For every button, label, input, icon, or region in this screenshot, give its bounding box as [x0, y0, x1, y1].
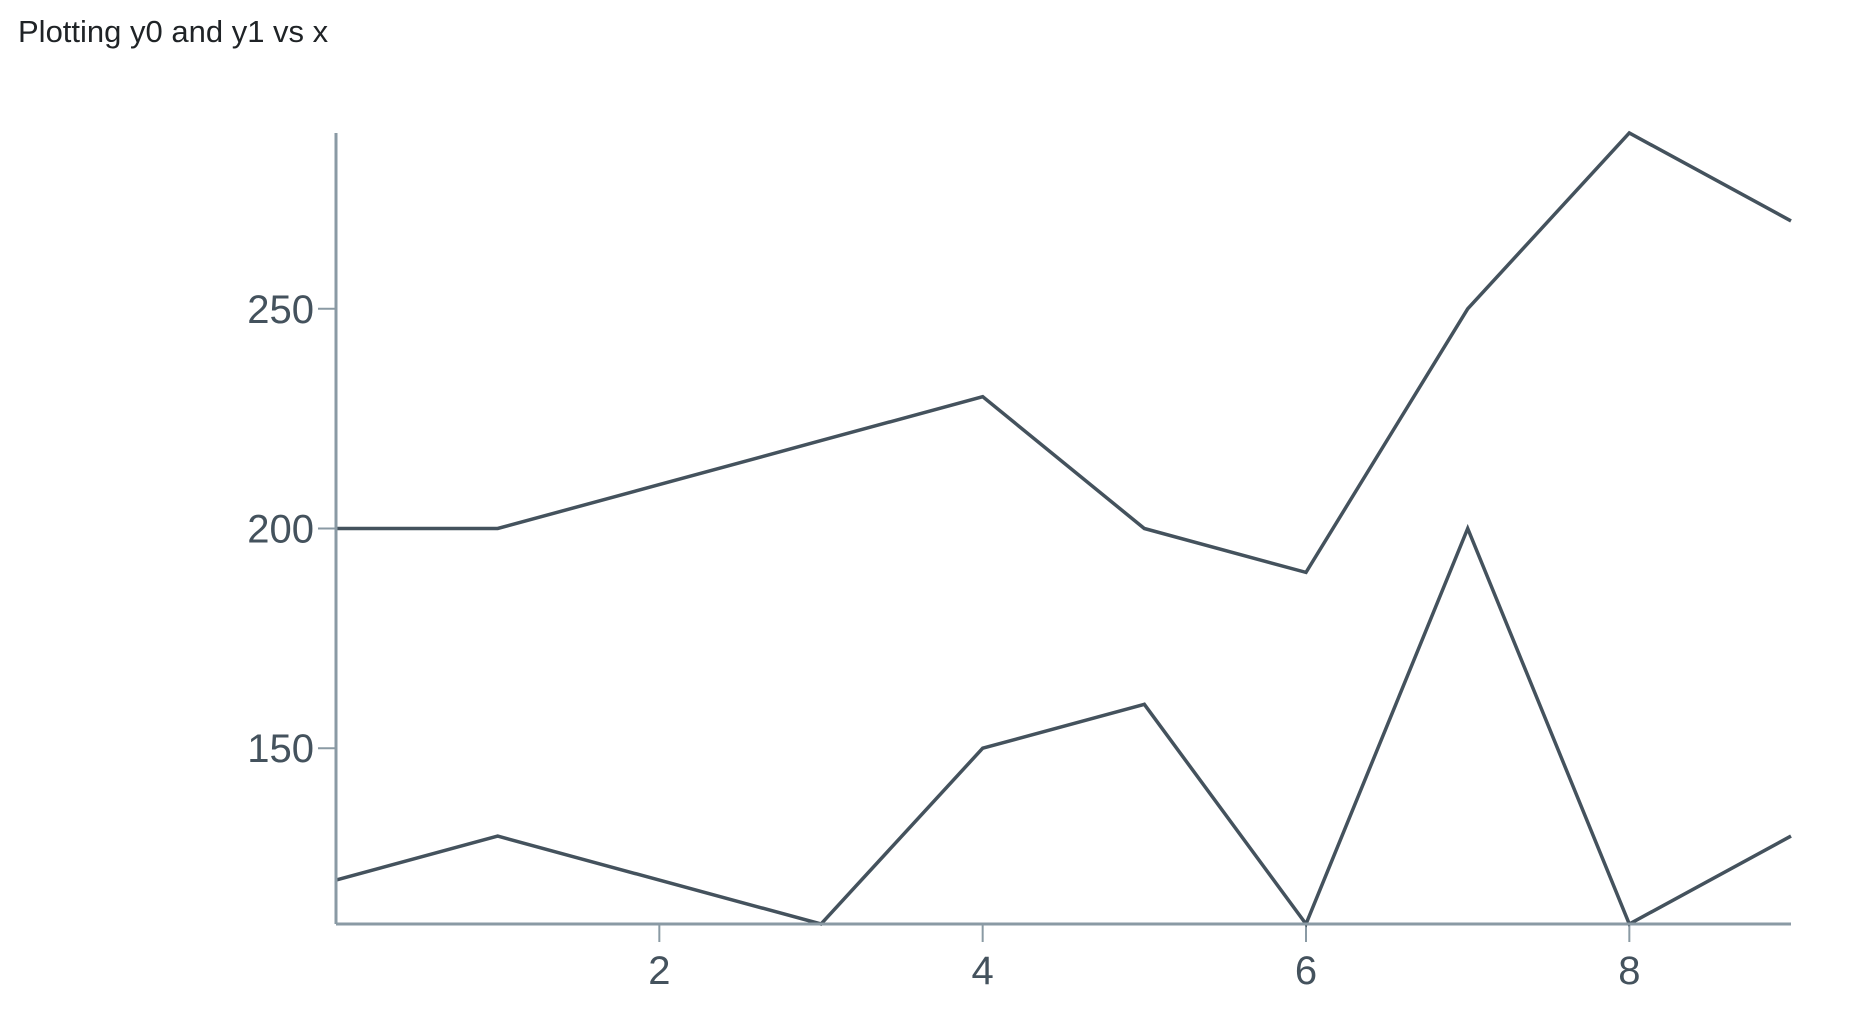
- y-axis-ticks: 150 200 250: [247, 288, 336, 771]
- x-tick-label: 4: [972, 949, 994, 993]
- series-lines: [336, 133, 1791, 924]
- x-tick-label: 2: [648, 949, 670, 993]
- x-axis-ticks: 2 4 6 8: [648, 924, 1640, 993]
- x-tick-label: 6: [1295, 949, 1317, 993]
- y-tick-label: 150: [247, 727, 314, 771]
- series-line-y1: [336, 529, 1791, 925]
- y-tick-label: 250: [247, 288, 314, 332]
- y-tick-label: 200: [247, 508, 314, 552]
- series-line-y0: [336, 133, 1791, 572]
- x-tick-label: 8: [1618, 949, 1640, 993]
